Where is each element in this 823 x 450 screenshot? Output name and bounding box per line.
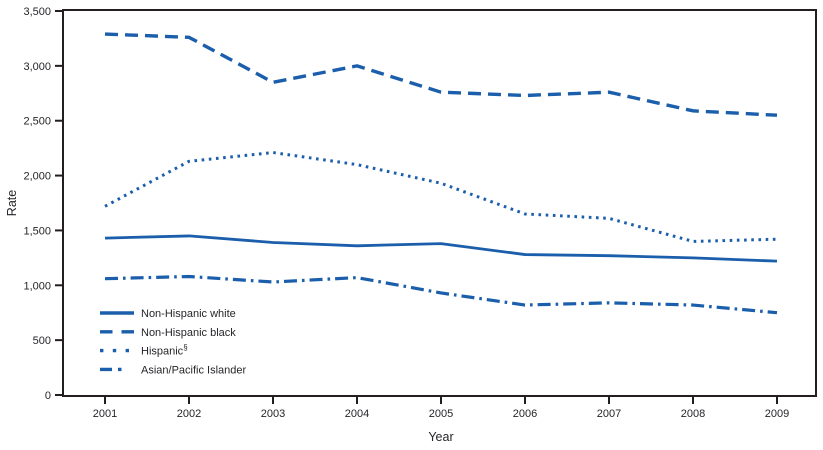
line-non-hispanic-white (104, 234, 778, 263)
y-axis-tick-label: 3,500 (23, 6, 51, 18)
series-lines (104, 32, 778, 315)
legend-item-hispanic: Hispanic§ (100, 343, 188, 358)
y-axis-tick-label: 1,000 (23, 280, 51, 292)
legend-label-superscript: § (183, 343, 187, 352)
x-axis-tick-label: 2002 (177, 408, 201, 420)
legend: Non-Hispanic white Non-Hispanic black Hisp… (100, 308, 246, 376)
x-axis-tick-label: 2008 (681, 408, 705, 420)
line-hispanic (104, 151, 778, 243)
x-axis-tick-label: 2007 (597, 408, 621, 420)
y-axis-tick-label: 2,000 (23, 171, 51, 183)
x-axis-tick-label: 2006 (513, 408, 537, 420)
y-axis-title: Rate (5, 190, 19, 216)
x-axis-tick-label: 2009 (765, 408, 789, 420)
x-axis-tick-label: 2005 (429, 408, 453, 420)
y-axis-tick-label: 1,500 (23, 225, 51, 237)
legend-label: Non-Hispanic black (141, 327, 236, 339)
x-axis-tick-label: 2001 (93, 408, 117, 420)
plot-frame (62, 9, 817, 397)
y-axis-tick-label: 2,500 (23, 116, 51, 128)
legend-item-non-hispanic-white: Non-Hispanic white (100, 308, 236, 320)
legend-label: Asian/Pacific Islander (141, 364, 246, 376)
y-axis-tick-label: 500 (33, 335, 51, 347)
x-axis-title: Year (428, 430, 453, 444)
line-asian-pacific-islander (104, 274, 778, 315)
x-axis-tick-label: 2004 (345, 408, 369, 420)
x-axis: 2001 2002 2003 2004 2005 2006 2007 2008 2009 (93, 396, 789, 420)
x-axis-tick-label: 2003 (261, 408, 285, 420)
legend-item-non-hispanic-black: Non-Hispanic black (100, 327, 236, 339)
y-axis-tick-label: 0 (45, 390, 51, 402)
line-non-hispanic-black (104, 32, 778, 117)
legend-label: Non-Hispanic white (141, 308, 236, 320)
legend-label: Hispanic§ (141, 343, 188, 358)
y-axis-tick-label: 3,000 (23, 61, 51, 73)
legend-item-asian-pacific-islander: Asian/Pacific Islander (100, 364, 246, 376)
y-axis: 0 500 1,000 1,500 2,000 2,500 3,000 3,500 (23, 6, 63, 402)
